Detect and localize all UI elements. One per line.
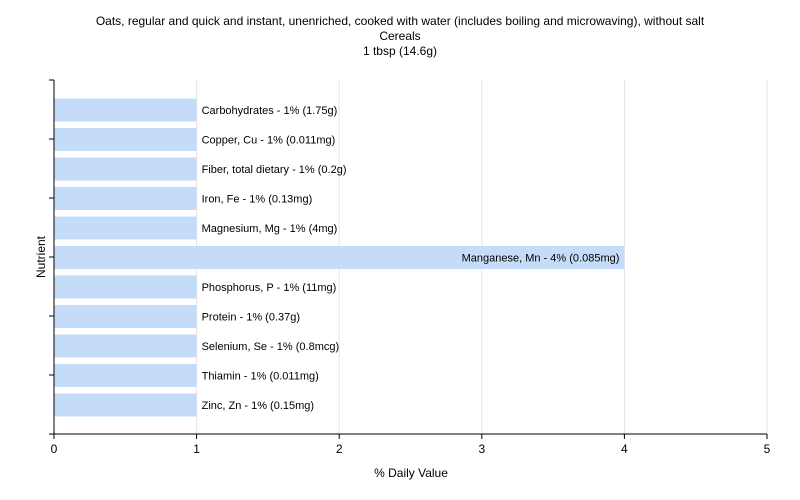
bar <box>54 187 197 210</box>
x-axis-title: % Daily Value <box>374 466 448 480</box>
bar-labels: Carbohydrates - 1% (1.75g) Copper, Cu - 1… <box>202 105 620 412</box>
bar <box>54 364 197 387</box>
bar <box>54 128 197 151</box>
bar <box>54 98 197 122</box>
x-tick-label: 1 <box>193 442 200 456</box>
x-tick-label: 4 <box>621 442 628 456</box>
bar <box>54 393 197 417</box>
bar <box>54 216 197 240</box>
bar-label: Zinc, Zn - 1% (0.15mg) <box>202 400 314 412</box>
bar <box>54 246 625 269</box>
x-tick-label: 2 <box>336 442 343 456</box>
bar <box>54 157 197 181</box>
bar-label: Thiamin - 1% (0.011mg) <box>202 371 319 383</box>
chart-title-line-1: Oats, regular and quick and instant, une… <box>95 14 705 28</box>
bar-label: Protein - 1% (0.37g) <box>202 312 300 324</box>
x-tick-label: 0 <box>51 442 58 456</box>
bar-label: Magnesium, Mg - 1% (4mg) <box>202 223 338 235</box>
chart-title-line-2: Cereals <box>379 29 421 43</box>
axes: 0 1 2 3 4 5 <box>49 79 771 456</box>
chart-title-line-3: 1 tbsp (14.6g) <box>362 44 438 58</box>
bar <box>54 334 197 358</box>
y-axis-title: Nutrient <box>34 235 48 278</box>
bars <box>54 98 625 417</box>
bar-label: Iron, Fe - 1% (0.13mg) <box>202 194 313 206</box>
x-tick-label: 3 <box>478 442 485 456</box>
bar <box>54 275 197 299</box>
bar-label: Fiber, total dietary - 1% (0.2g) <box>202 164 347 176</box>
bar-label: Selenium, Se - 1% (0.8mcg) <box>202 341 340 353</box>
bar-label: Phosphorus, P - 1% (11mg) <box>202 282 337 294</box>
bar-label: Copper, Cu - 1% (0.011mg) <box>202 135 336 147</box>
x-tick-label: 5 <box>764 442 771 456</box>
bar-label: Manganese, Mn - 4% (0.085mg) <box>462 253 620 265</box>
bar <box>54 305 197 328</box>
bar-label: Carbohydrates - 1% (1.75g) <box>202 105 338 117</box>
chart-title: Oats, regular and quick and instant, une… <box>0 14 800 59</box>
